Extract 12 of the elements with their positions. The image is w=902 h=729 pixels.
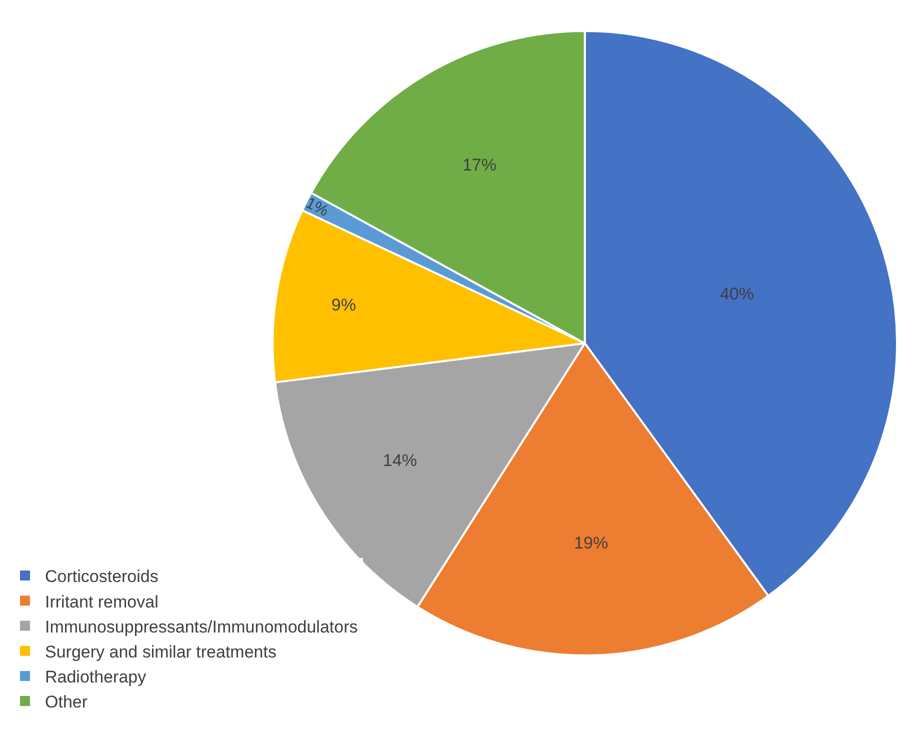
legend-label: Irritant removal [45, 592, 158, 612]
legend-label: Surgery and similar treatments [45, 642, 276, 662]
data-label: 1% [302, 194, 332, 220]
data-label: 9% [331, 296, 356, 315]
data-label: 17% [462, 156, 496, 175]
legend-label: Immunosuppressants/Immunomodulators [45, 617, 358, 636]
legend-label: Corticosteroids [45, 567, 158, 586]
legend-label: Radiotherapy [45, 668, 147, 687]
legend-label: Other [45, 692, 88, 712]
data-label: 19% [574, 533, 608, 552]
data-label: 14% [382, 451, 417, 470]
data-label: 40% [720, 284, 754, 304]
